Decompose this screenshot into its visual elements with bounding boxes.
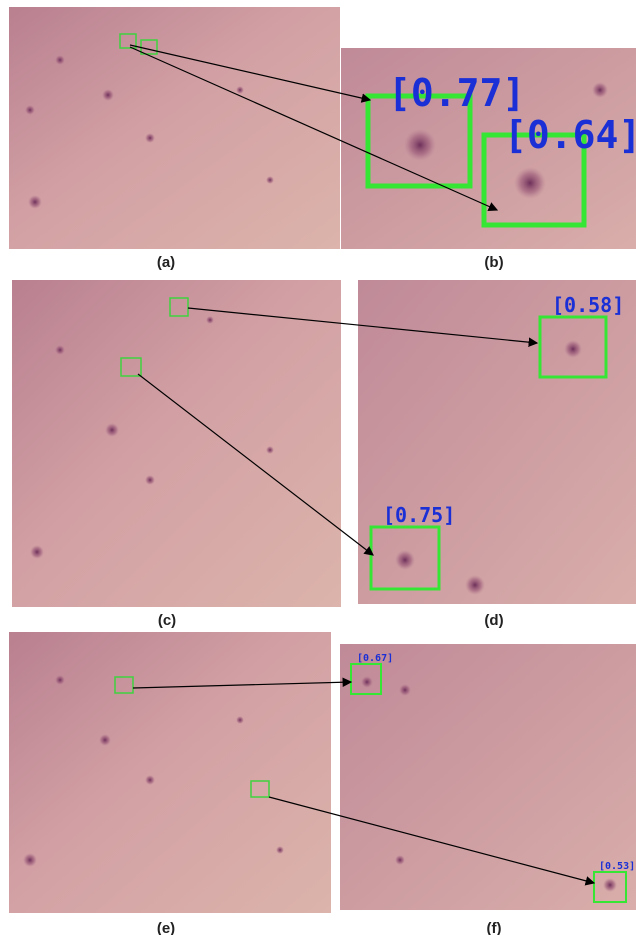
cell: [25, 105, 35, 115]
cell: [55, 345, 65, 355]
detection-score: [0.75]: [383, 503, 455, 527]
cell: [276, 846, 284, 854]
cell: [236, 86, 244, 94]
detection-score: [0.58]: [552, 293, 624, 317]
cell: [603, 878, 617, 892]
micrograph: [9, 7, 340, 249]
panel-label: (f): [487, 920, 502, 935]
cell: [395, 855, 405, 865]
cell: [395, 550, 415, 570]
cell: [145, 775, 155, 785]
cell: [102, 89, 114, 101]
cell: [266, 446, 274, 454]
micrograph: [9, 632, 331, 913]
micrograph: [12, 280, 341, 607]
cell: [514, 167, 546, 199]
cell: [145, 133, 155, 143]
panel-label: (c): [158, 612, 176, 629]
cell: [564, 340, 582, 358]
cell: [145, 475, 155, 485]
cell: [30, 545, 44, 559]
figure: (a) (b) (c) (d) (e) (f) [0.77][0.64] [0.58] [0.7…: [0, 0, 636, 935]
cell: [592, 82, 608, 98]
cell: [55, 55, 65, 65]
detection-score: [0.53]: [599, 861, 635, 872]
cell: [206, 316, 214, 324]
panel-label: (d): [484, 612, 503, 629]
detection-score: [0.64]: [504, 113, 636, 157]
detection-score: [0.77]: [388, 71, 525, 115]
cell: [361, 676, 373, 688]
cell: [55, 675, 65, 685]
panel-label: (e): [157, 920, 175, 935]
cell: [28, 195, 42, 209]
panel-label: (b): [484, 254, 503, 271]
micrograph: [340, 644, 636, 910]
cell: [23, 853, 37, 867]
cell: [465, 575, 485, 595]
cell: [105, 423, 119, 437]
cell: [236, 716, 244, 724]
cell: [399, 684, 411, 696]
panel-label: (a): [157, 254, 175, 271]
cell: [99, 734, 111, 746]
detection-score: [0.67]: [357, 653, 393, 664]
cell: [404, 129, 436, 161]
cell: [266, 176, 274, 184]
